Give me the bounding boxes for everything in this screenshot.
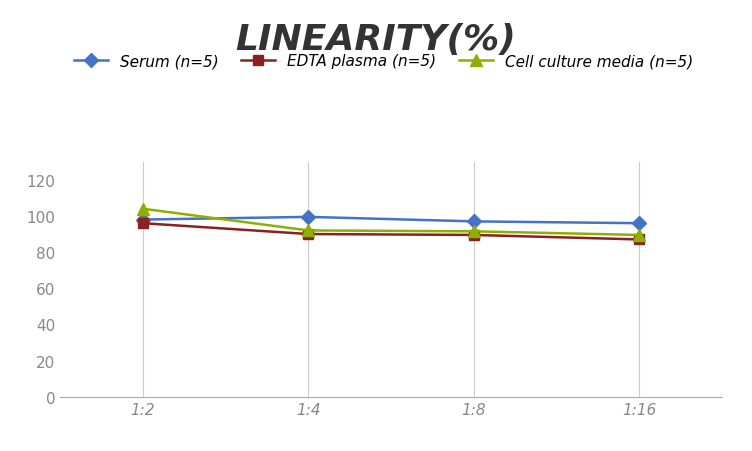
Cell culture media (n=5): [138, 207, 147, 212]
Serum (n=5): [304, 215, 313, 220]
Line: EDTA plasma (n=5): EDTA plasma (n=5): [138, 219, 644, 245]
Serum (n=5): [138, 217, 147, 223]
Text: LINEARITY(%): LINEARITY(%): [235, 23, 517, 56]
EDTA plasma (n=5): [304, 232, 313, 237]
Cell culture media (n=5): [304, 228, 313, 234]
Cell culture media (n=5): [635, 233, 644, 238]
Serum (n=5): [635, 221, 644, 226]
EDTA plasma (n=5): [469, 233, 478, 238]
Line: Serum (n=5): Serum (n=5): [138, 212, 644, 229]
Line: Cell culture media (n=5): Cell culture media (n=5): [138, 204, 644, 241]
EDTA plasma (n=5): [635, 237, 644, 243]
Serum (n=5): [469, 219, 478, 225]
Legend: Serum (n=5), EDTA plasma (n=5), Cell culture media (n=5): Serum (n=5), EDTA plasma (n=5), Cell cul…: [68, 48, 699, 75]
Cell culture media (n=5): [469, 229, 478, 235]
EDTA plasma (n=5): [138, 221, 147, 226]
